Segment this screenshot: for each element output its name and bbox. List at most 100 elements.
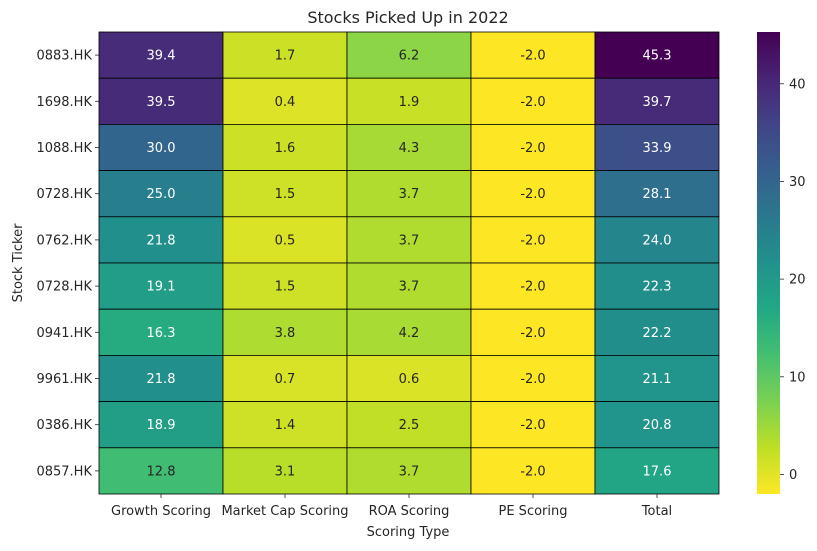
colorbar-gradient xyxy=(757,32,780,494)
cell-value-label: 30.0 xyxy=(147,141,176,156)
cell-value-label: 3.1 xyxy=(275,464,296,479)
y-tick-label-1088-hk: 1088.HK xyxy=(36,141,92,156)
cell-value-label: 3.8 xyxy=(275,326,296,341)
cell-value-label: 2.5 xyxy=(399,418,420,433)
cell-value-label: 3.7 xyxy=(399,233,420,248)
cell-value-label: 3.7 xyxy=(399,280,420,295)
y-tick-label-0857-hk: 0857.HK xyxy=(36,464,92,479)
cell-value-label: 45.3 xyxy=(643,49,672,64)
cell-value-label: 0.5 xyxy=(275,233,296,248)
heatmap-cell xyxy=(346,216,472,264)
y-tick-label-0941-hk: 0941.HK xyxy=(36,326,92,341)
heatmap-cell xyxy=(346,77,472,125)
cell-value-label: 21.1 xyxy=(643,372,672,387)
heatmap-cell xyxy=(346,31,472,79)
cell-value-label: -2.0 xyxy=(520,372,545,387)
cell-value-label: 6.2 xyxy=(399,49,420,64)
y-tick-labels: 0883.HK 1698.HK 1088.HK 0728.HK 0762.HK 0728.… xyxy=(36,49,99,479)
heatmap-cell xyxy=(346,447,472,495)
cell-value-label: 4.3 xyxy=(399,141,420,156)
heatmap-cell xyxy=(98,354,224,402)
cell-value-label: -2.0 xyxy=(520,95,545,110)
colorbar-tick-label: 10 xyxy=(789,370,806,385)
cell-value-label: 1.5 xyxy=(275,280,296,295)
heatmap-cell xyxy=(346,354,472,402)
heatmap-cell xyxy=(222,216,348,264)
cell-value-label: 1.6 xyxy=(275,141,296,156)
heatmap-cell xyxy=(470,262,596,310)
heatmap-grid: 39.4 1.7 6.2 -2.0 45.3 39.5 0.4 1.9 -2.0 39.7 30.0… xyxy=(98,31,720,495)
heatmap-cell xyxy=(594,354,720,402)
cell-value-label: -2.0 xyxy=(520,280,545,295)
cell-value-label: 21.8 xyxy=(147,233,176,248)
y-tick-label-0728-hk: 0728.HK xyxy=(36,187,92,202)
cell-value-label: 39.7 xyxy=(643,95,672,110)
cell-value-label: 4.2 xyxy=(399,326,420,341)
heatmap-cell xyxy=(98,31,224,79)
cell-value-label: 1.5 xyxy=(275,187,296,202)
cell-value-label: 17.6 xyxy=(643,464,672,479)
cell-value-label: 1.7 xyxy=(275,49,296,64)
cell-value-label: -2.0 xyxy=(520,187,545,202)
y-axis-label: Stock Ticker xyxy=(11,223,26,302)
heatmap-cell xyxy=(222,447,348,495)
colorbar: 0 10 20 30 40 xyxy=(757,32,806,494)
colorbar-tick-label: 20 xyxy=(789,273,806,288)
heatmap-cell xyxy=(222,31,348,79)
heatmap-cell xyxy=(470,447,596,495)
x-tick-label-market-cap-scoring: Market Cap Scoring xyxy=(221,504,348,519)
heatmap-cell xyxy=(594,447,720,495)
y-tick-label-0386-hk: 0386.HK xyxy=(36,418,92,433)
heatmap-cell xyxy=(346,262,472,310)
cell-value-label: 39.4 xyxy=(147,49,176,64)
cell-value-label: -2.0 xyxy=(520,141,545,156)
y-tick-label-0762-hk: 0762.HK xyxy=(36,233,92,248)
cell-value-label: 25.0 xyxy=(147,187,176,202)
y-tick-label-0883-hk: 0883.HK xyxy=(36,49,92,64)
heatmap-cell xyxy=(346,401,472,449)
heatmap-cell xyxy=(594,77,720,125)
cell-value-label: 3.7 xyxy=(399,464,420,479)
heatmap-cell xyxy=(346,124,472,172)
heatmap-cell xyxy=(470,170,596,218)
cell-value-label: -2.0 xyxy=(520,233,545,248)
cell-value-label: 0.6 xyxy=(399,372,420,387)
x-tick-labels: Growth Scoring Market Cap Scoring ROA Scor… xyxy=(111,494,672,519)
cell-value-label: -2.0 xyxy=(520,418,545,433)
chart-title: Stocks Picked Up in 2022 xyxy=(307,8,508,27)
cell-value-label: 18.9 xyxy=(147,418,176,433)
cell-value-label: 16.3 xyxy=(147,326,176,341)
heatmap-cell xyxy=(222,354,348,402)
cell-value-label: 19.1 xyxy=(147,280,176,295)
y-tick-label-0728-hk: 0728.HK xyxy=(36,280,92,295)
colorbar-tick-label: 30 xyxy=(789,175,806,190)
heatmap-cell xyxy=(222,124,348,172)
cell-value-label: 3.7 xyxy=(399,187,420,202)
x-tick-label-total: Total xyxy=(641,504,672,519)
cell-value-label: -2.0 xyxy=(520,49,545,64)
heatmap-cell xyxy=(98,308,224,356)
cell-value-label: 24.0 xyxy=(643,233,672,248)
cell-value-label: 22.2 xyxy=(643,326,672,341)
cell-value-label: 39.5 xyxy=(147,95,176,110)
x-tick-label-pe-scoring: PE Scoring xyxy=(499,504,568,519)
heatmap-cell xyxy=(594,31,720,79)
cell-value-label: 22.3 xyxy=(643,280,672,295)
cell-value-label: 0.7 xyxy=(275,372,296,387)
cell-value-label: 28.1 xyxy=(643,187,672,202)
cell-value-label: 1.4 xyxy=(275,418,296,433)
cell-value-label: 33.9 xyxy=(643,141,672,156)
heatmap-cell xyxy=(470,31,596,79)
colorbar-tick-label: 0 xyxy=(789,468,797,483)
y-tick-label-1698-hk: 1698.HK xyxy=(36,95,92,110)
heatmap-cell xyxy=(594,308,720,356)
x-tick-label-growth-scoring: Growth Scoring xyxy=(111,504,211,519)
heatmap-cell xyxy=(98,216,224,264)
heatmap-cell xyxy=(222,170,348,218)
cell-value-label: 0.4 xyxy=(275,95,296,110)
cell-value-label: 21.8 xyxy=(147,372,176,387)
cell-value-label: -2.0 xyxy=(520,326,545,341)
heatmap-cell xyxy=(470,124,596,172)
